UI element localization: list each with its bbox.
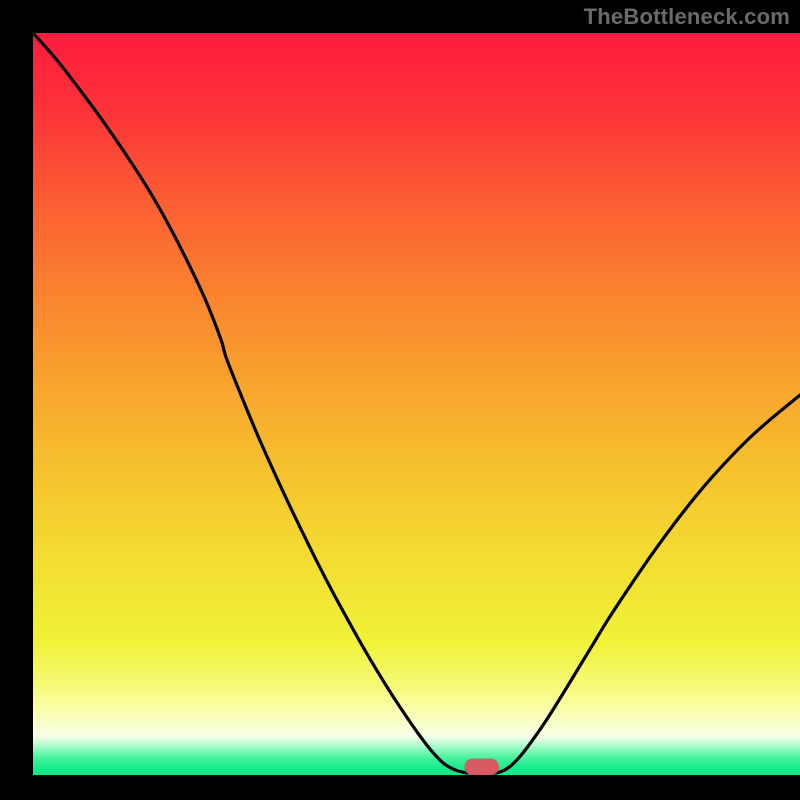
optimal-marker [464,759,499,775]
plot-background [33,33,800,775]
watermark-text: TheBottleneck.com [584,4,790,30]
bottleneck-chart [0,0,800,800]
